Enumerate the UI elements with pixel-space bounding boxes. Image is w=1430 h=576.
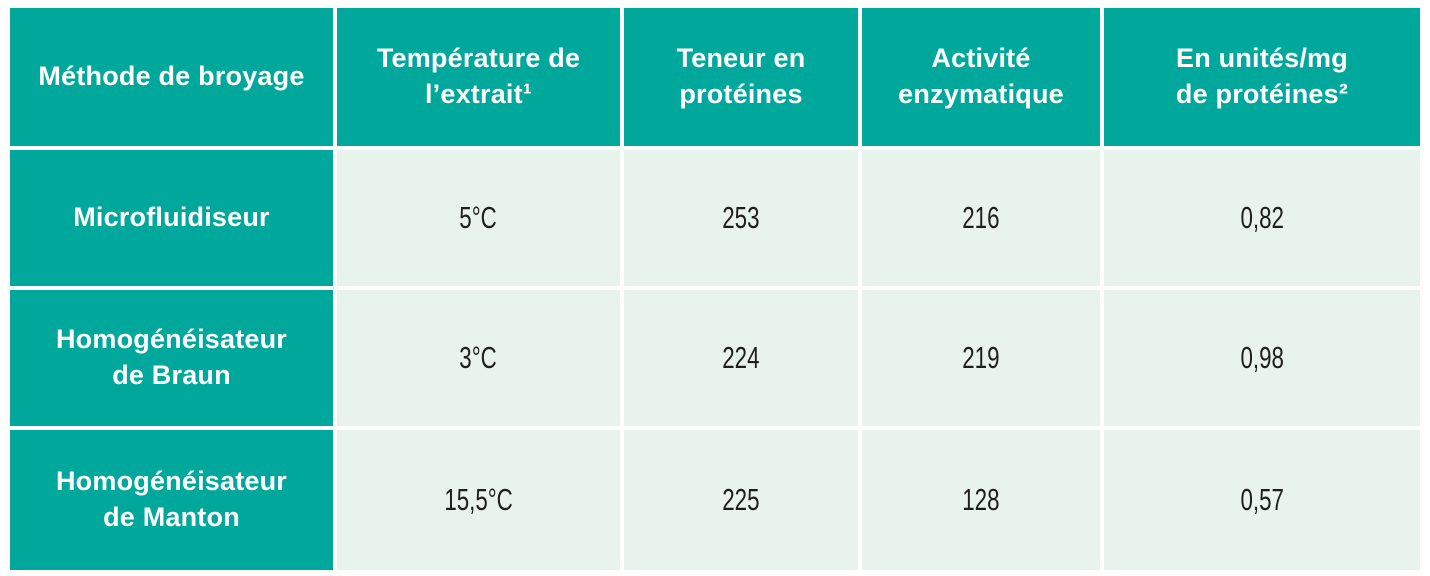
cell-braun-unites: 0,98 xyxy=(1104,290,1420,426)
cell-braun-teneur: 224 xyxy=(624,290,858,426)
header-cell-unites-mg-proteines: En unités/mg de protéines² xyxy=(1104,8,1420,146)
cell-value: 224 xyxy=(722,340,760,375)
cell-manton-activite: 128 xyxy=(862,430,1100,570)
cell-microfluidiseur-unites: 0,82 xyxy=(1104,150,1420,286)
cell-microfluidiseur-temperature: 5°C xyxy=(337,150,620,286)
cell-microfluidiseur-teneur: 253 xyxy=(624,150,858,286)
cell-value: 0,57 xyxy=(1240,482,1284,517)
cell-value: 0,82 xyxy=(1240,200,1284,235)
data-table: Méthode de broyage Température de l’extr… xyxy=(10,8,1420,570)
row-header-homogeneisateur-manton: Homogénéisateur de Manton xyxy=(10,430,333,570)
cell-microfluidiseur-activite: 216 xyxy=(862,150,1100,286)
row-header-homogeneisateur-braun: Homogénéisateur de Braun xyxy=(10,290,333,426)
header-cell-methode-de-broyage: Méthode de broyage xyxy=(10,8,333,146)
cell-value: 225 xyxy=(722,482,760,517)
header-cell-temperature-extrait: Température de l’extrait¹ xyxy=(337,8,620,146)
cell-braun-activite: 219 xyxy=(862,290,1100,426)
cell-value: 219 xyxy=(962,340,1000,375)
cell-manton-teneur: 225 xyxy=(624,430,858,570)
cell-manton-unites: 0,57 xyxy=(1104,430,1420,570)
cell-manton-temperature: 15,5°C xyxy=(337,430,620,570)
cell-value: 3°C xyxy=(459,340,498,375)
cell-braun-temperature: 3°C xyxy=(337,290,620,426)
cell-value: 0,98 xyxy=(1240,340,1284,375)
header-cell-activite-enzymatique: Activité enzymatique xyxy=(862,8,1100,146)
cell-value: 128 xyxy=(962,482,1000,517)
cell-value: 5°C xyxy=(459,200,498,235)
cell-value: 15,5°C xyxy=(444,482,513,517)
cell-value: 253 xyxy=(722,200,760,235)
cell-value: 216 xyxy=(962,200,1000,235)
header-cell-teneur-proteines: Teneur en protéines xyxy=(624,8,858,146)
row-header-microfluidiseur: Microfluidiseur xyxy=(10,150,333,286)
